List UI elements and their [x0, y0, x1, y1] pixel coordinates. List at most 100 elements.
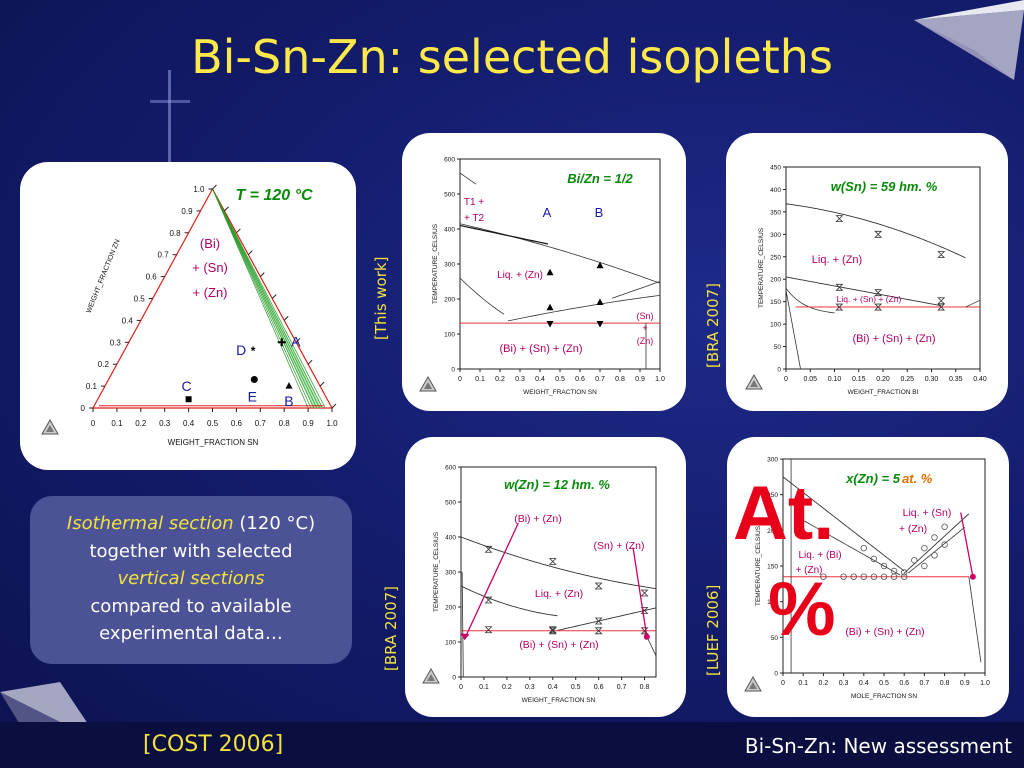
experimental-marker: [596, 261, 604, 269]
experimental-marker: [835, 215, 844, 223]
x-tick-label: 0: [781, 680, 785, 687]
phase-label: +: [642, 323, 647, 333]
phase-label: + (Zn): [192, 285, 227, 300]
x-tick-label: 0.3: [515, 376, 525, 383]
y-tick-label: 200: [770, 277, 781, 284]
experimental-marker: [870, 573, 878, 580]
description-line-4: compared to available: [90, 595, 292, 617]
composition-marker: [285, 382, 293, 389]
experimental-marker: [874, 289, 883, 297]
experimental-marker: [870, 555, 878, 563]
x-tick-label: 0.3: [839, 680, 849, 687]
y-tick-label: 250: [767, 492, 778, 499]
boundary-curve: [611, 281, 661, 299]
y-tick-label: 600: [444, 157, 455, 164]
phase-label: (Bi) + (Sn) + (Zn): [519, 639, 598, 651]
liquidus-curve: [459, 172, 477, 185]
x-tick-label: 0.15: [852, 376, 866, 383]
phase-label: Liq. + (Zn): [497, 270, 543, 281]
x-tick-label: 0.2: [819, 680, 829, 687]
y-axis-label: TEMPERATURE_CELSIUS: [755, 525, 762, 606]
phase-label: Liq. + (Zn): [535, 588, 583, 600]
y-tick-label: 200: [767, 528, 778, 535]
experimental-marker: [874, 230, 883, 238]
description-italic-1: Isothermal section: [66, 513, 234, 534]
experimental-marker: [931, 552, 938, 559]
isopleth-wsn-panel: 0 0.05 0.10 0.15 0.20 0.25 0.30 0.35 0.40 0 50 100 1…: [726, 133, 1008, 411]
x-tick-label: 0: [459, 684, 463, 691]
experimental-marker: [880, 562, 888, 570]
y-tick-label: 400: [444, 227, 455, 234]
tick-label-sn: 0.4: [183, 419, 195, 428]
experimental-marker: [546, 303, 554, 311]
x-tick-label: 0.1: [479, 684, 489, 691]
x-tick-label: 0: [784, 376, 788, 383]
x-tick-label: 0.8: [640, 684, 650, 691]
x-tick-label: 0.10: [828, 376, 842, 383]
tick-label-zn: 0.9: [181, 207, 193, 216]
x-tick-label: 0.4: [548, 684, 558, 691]
experimental-marker: [900, 569, 908, 576]
chart-title: w(Zn) = 12 hm. %: [504, 477, 610, 492]
composition-label: A: [291, 333, 301, 349]
x-tick-label: 0.7: [617, 684, 627, 691]
x-axis-label: MOLE_FRACTION SN: [851, 693, 917, 700]
x-tick-label: 0.5: [879, 680, 889, 687]
title-part1: Bi-Sn-Zn:: [191, 30, 404, 84]
y-tick-label: 150: [767, 564, 778, 571]
x-tick-label: 0.4: [859, 680, 869, 687]
experimental-marker: [937, 303, 946, 311]
description-line-3: vertical sections: [117, 568, 265, 589]
tie-line: [212, 188, 315, 409]
y-tick-label: 300: [770, 232, 781, 239]
phase-label: Liq. + (Bi): [798, 550, 841, 561]
composition-label: E: [248, 389, 257, 405]
experimental-marker: [484, 545, 493, 553]
isopleth-wsn-chart: 0 0.05 0.10 0.15 0.20 0.25 0.30 0.35 0.40 0 50 100 1…: [745, 165, 987, 396]
phase-label: (Bi) + (Sn) + (Zn): [852, 333, 935, 345]
experimental-marker: [484, 626, 493, 634]
tick-label-sn: 0.3: [159, 419, 171, 428]
y-tick-label: 50: [771, 635, 779, 642]
arrow-head-icon: [460, 633, 470, 641]
experimental-marker: [594, 617, 603, 625]
composition-marker: [277, 338, 286, 347]
x-tick-label: 0.5: [555, 376, 565, 383]
experimental-marker: [921, 544, 928, 552]
x-tick-label: 0.5: [571, 684, 581, 691]
experimental-marker: [640, 589, 649, 597]
isopleth-bizn-chart: 0 0.1 0.2 0.3 0.4 0.5 0.6 0.7 0.8 0.9 1.0 0 100 200 30…: [419, 157, 665, 396]
phase-label: (Bi): [200, 236, 220, 251]
x-tick-label: 0.7: [920, 680, 930, 687]
phase-boundary: [459, 224, 549, 245]
phase-label: + (Zn): [796, 565, 823, 576]
experimental-marker: [931, 534, 938, 541]
y-tick-label: 450: [770, 165, 781, 172]
experimental-marker: [546, 321, 554, 328]
phase-label: Liq. + (Sn): [903, 507, 952, 519]
pointer-line: [960, 512, 974, 577]
y-tick-label: 0: [774, 671, 778, 678]
tick-label-zn: 0.7: [158, 251, 170, 260]
phase-label: T1 +: [464, 197, 484, 208]
x-tick-label: 1.0: [655, 376, 665, 383]
x-tick-label: 0.2: [502, 684, 512, 691]
x-tick-label: 0.7: [595, 376, 605, 383]
phase-label: (Sn) + (Zn): [593, 540, 644, 552]
y-axis-label: WEIGHT_FRACTION ZN: [86, 239, 122, 315]
tick-label-sn: 0.2: [135, 419, 147, 428]
y-tick-label: 0: [452, 675, 456, 682]
description-rest-1: (120 °C): [233, 513, 316, 534]
tie-line: [212, 188, 326, 409]
x-tick-label: 0.3: [525, 684, 535, 691]
phase-label: Liq. + (Zn): [812, 254, 862, 266]
tick-label-zn: 0.1: [86, 382, 98, 391]
tick-label-sn: 0.8: [279, 419, 291, 428]
chart-title: w(Sn) = 59 hm. %: [831, 179, 938, 194]
at-percent-stamp-line1: At.: [733, 471, 835, 556]
boundary-line: [785, 290, 801, 370]
phase-label: (Bi) + (Zn): [514, 513, 562, 525]
tick-label-sn: 0.9: [303, 419, 315, 428]
tie-line: [212, 188, 309, 409]
tick-bi: [307, 359, 313, 365]
